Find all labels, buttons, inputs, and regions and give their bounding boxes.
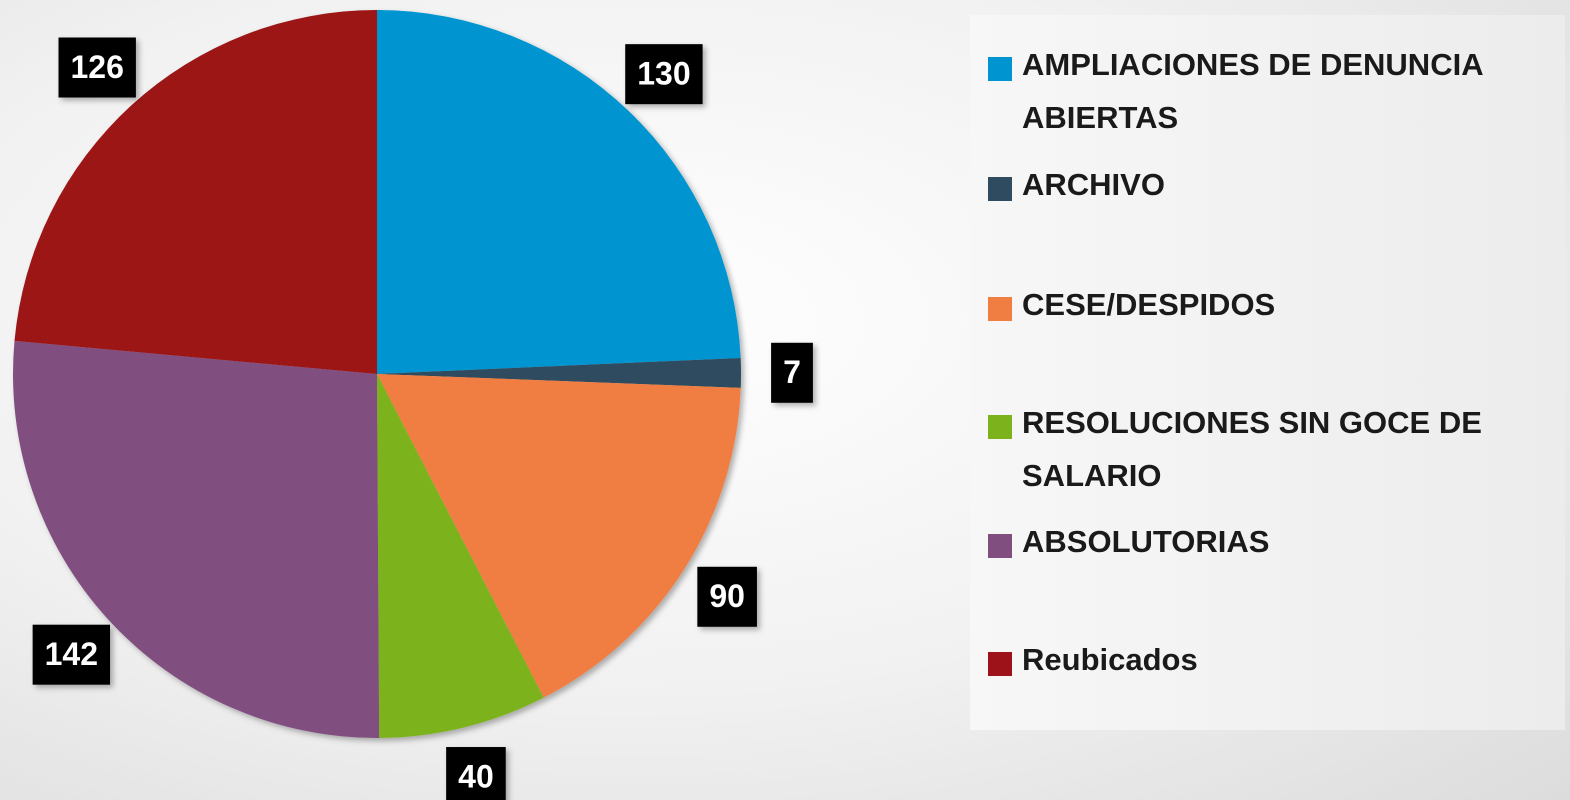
legend-swatch (988, 57, 1012, 81)
data-label: 7 (771, 342, 813, 403)
legend-label: AMPLIACIONES DE DENUNCIA ABIERTAS (1022, 47, 1483, 135)
data-label: 130 (625, 44, 703, 105)
legend-item: ABSOLUTORIAS (988, 524, 1558, 568)
legend-swatch (988, 652, 1012, 676)
slice (377, 357, 741, 388)
label-box (32, 624, 111, 685)
legend-label: Reubicados (1022, 642, 1198, 677)
legend-item: AMPLIACIONES DE DENUNCIA ABIERTAS (988, 47, 1558, 144)
pie (13, 10, 741, 738)
slice (13, 340, 380, 738)
label-text: 142 (45, 636, 98, 672)
data-labels: 130 7 90 40 142 126 (32, 37, 813, 800)
legend-swatch (988, 297, 1012, 321)
label-text: 90 (709, 578, 745, 614)
data-label: 90 (697, 566, 757, 627)
label-text: 40 (458, 758, 494, 794)
data-label: 142 (32, 624, 111, 685)
legend-item: ARCHIVO (988, 167, 1558, 211)
label-text: 130 (637, 56, 690, 92)
legend-label: RESOLUCIONES SIN GOCE DE SALARIO (1022, 405, 1482, 493)
slice (377, 374, 741, 698)
legend-item: Reubicados (988, 642, 1558, 686)
label-text: 7 (783, 354, 801, 390)
data-label: 40 (446, 747, 506, 800)
slice (377, 374, 544, 738)
legend-item: CESE/DESPIDOS (988, 287, 1558, 331)
legend-label: ABSOLUTORIAS (1022, 524, 1270, 559)
label-box (58, 37, 136, 98)
label-box (625, 44, 703, 105)
label-box (697, 566, 757, 627)
legend: AMPLIACIONES DE DENUNCIA ABIERTAS ARCHIVO… (970, 15, 1565, 730)
legend-item: RESOLUCIONES SIN GOCE DE SALARIO (988, 405, 1558, 502)
legend-swatch (988, 415, 1012, 439)
legend-swatch (988, 534, 1012, 558)
label-text: 126 (71, 49, 124, 85)
legend-label: CESE/DESPIDOS (1022, 287, 1276, 322)
legend-label: ARCHIVO (1022, 167, 1165, 202)
chart: 130 7 90 40 142 126 (13, 10, 813, 800)
label-box (771, 342, 813, 403)
data-label: 126 (58, 37, 136, 98)
slice (377, 10, 741, 374)
legend-swatch (988, 177, 1012, 201)
slice (14, 10, 377, 374)
label-box (446, 747, 506, 800)
